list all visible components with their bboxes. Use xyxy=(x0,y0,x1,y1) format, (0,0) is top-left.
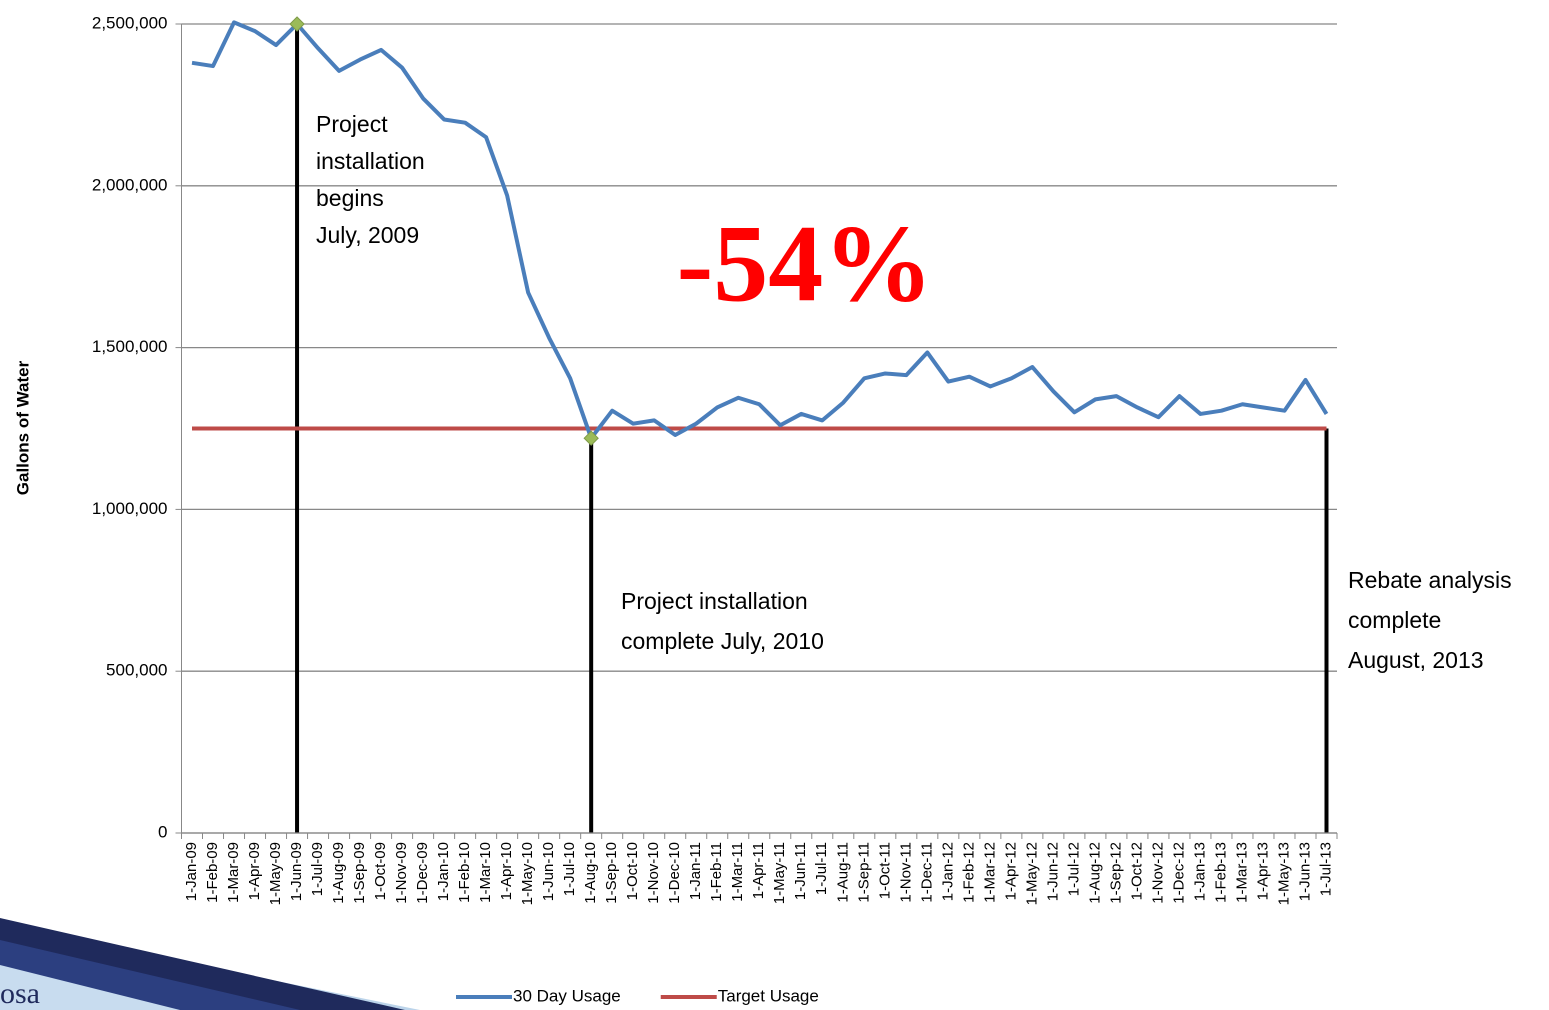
x-tick-label: 1-Jul-11 xyxy=(813,842,830,895)
annotation-text: Project xyxy=(316,111,388,137)
x-tick-label: 1-Apr-13 xyxy=(1254,842,1271,900)
x-tick-label: 1-Oct-12 xyxy=(1128,842,1145,900)
x-tick-label: 1-Dec-12 xyxy=(1170,842,1187,904)
x-tick-label: 1-Jun-13 xyxy=(1296,842,1313,901)
x-tick-label: 1-Jun-11 xyxy=(792,842,809,900)
y-tick-label: 2,000,000 xyxy=(92,175,168,194)
x-tick-label: 1-Mar-12 xyxy=(981,842,998,903)
y-tick-label: 500,000 xyxy=(106,661,167,680)
x-tick-label: 1-Sep-09 xyxy=(351,842,368,904)
x-tick-label: 1-Jul-10 xyxy=(561,842,578,896)
x-tick-label: 1-Aug-12 xyxy=(1086,842,1103,904)
x-tick-label: 1-Jul-12 xyxy=(1065,842,1082,896)
y-tick-label: 2,500,000 xyxy=(92,13,168,32)
x-tick-label: 1-Mar-10 xyxy=(477,842,494,903)
highlight-text: -54% xyxy=(677,202,934,324)
x-tick-label: 1-Jul-13 xyxy=(1317,842,1334,896)
x-tick-label: 1-Dec-11 xyxy=(918,842,935,903)
x-tick-label: 1-Oct-09 xyxy=(372,842,389,900)
annotation-text: August, 2013 xyxy=(1348,647,1484,673)
x-tick-label: 1-Feb-09 xyxy=(204,842,221,903)
x-tick-label: 1-May-13 xyxy=(1275,842,1292,905)
x-tick-label: 1-Jan-13 xyxy=(1191,842,1208,901)
x-tick-label: 1-Mar-09 xyxy=(225,842,242,903)
x-tick-label: 1-May-10 xyxy=(519,842,536,905)
x-tick-label: 1-Dec-10 xyxy=(666,842,683,904)
x-tick-label: 1-Nov-10 xyxy=(645,842,662,904)
x-tick-label: 1-Aug-09 xyxy=(330,842,347,904)
x-tick-label: 1-Jun-09 xyxy=(288,842,305,901)
x-tick-label: 1-Sep-11 xyxy=(855,842,872,903)
x-tick-label: 1-Nov-12 xyxy=(1149,842,1166,904)
annotation-text: complete July, 2010 xyxy=(621,628,824,654)
x-tick-label: 1-Nov-11 xyxy=(897,842,914,903)
y-axis-label: Gallons of Water xyxy=(13,360,32,495)
x-tick-label: 1-Apr-09 xyxy=(246,842,263,900)
x-tick-label: 1-Dec-09 xyxy=(414,842,431,904)
annotation-text: Rebate analysis xyxy=(1348,567,1512,593)
x-tick-label: 1-Oct-11 xyxy=(876,842,893,899)
legend-label: 30 Day Usage xyxy=(513,986,621,1005)
x-tick-label: 1-May-12 xyxy=(1023,842,1040,905)
x-tick-label: 1-Feb-11 xyxy=(708,842,725,902)
x-tick-label: 1-Sep-10 xyxy=(603,842,620,904)
x-tick-label: 1-May-09 xyxy=(267,842,284,905)
x-tick-label: 1-Sep-12 xyxy=(1107,842,1124,904)
x-tick-label: 1-Jan-09 xyxy=(183,842,200,901)
x-tick-label: 1-Aug-11 xyxy=(834,842,851,903)
y-tick-label: 1,500,000 xyxy=(92,337,168,356)
x-tick-label: 1-Feb-10 xyxy=(456,842,473,903)
x-tick-label: 1-Nov-09 xyxy=(393,842,410,904)
x-tick-label: 1-May-11 xyxy=(771,842,788,904)
x-tick-label: 1-Mar-13 xyxy=(1233,842,1250,903)
x-tick-label: 1-Jan-10 xyxy=(435,842,452,901)
x-tick-label: 1-Apr-12 xyxy=(1002,842,1019,900)
x-tick-label: 1-Jan-12 xyxy=(939,842,956,901)
x-tick-label: 1-Feb-13 xyxy=(1212,842,1229,903)
annotation-text: complete xyxy=(1348,607,1441,633)
x-tick-label: 1-Jun-10 xyxy=(540,842,557,901)
x-tick-label: 1-Jan-11 xyxy=(687,842,704,900)
x-tick-label: 1-Aug-10 xyxy=(582,842,599,904)
annotation-text: installation xyxy=(316,148,425,174)
y-tick-label: 0 xyxy=(158,822,167,841)
x-tick-label: 1-Apr-11 xyxy=(750,842,767,899)
annotation-text: July, 2009 xyxy=(316,222,419,248)
chart: osa Gallons of Water 0 500,000 1,000,000 1,… xyxy=(0,0,1549,1010)
y-tick-label: 1,000,000 xyxy=(92,499,168,518)
annotation-text: begins xyxy=(316,185,384,211)
annotation-text: Project installation xyxy=(621,588,808,614)
x-tick-label: 1-Jun-12 xyxy=(1044,842,1061,901)
x-tick-label: 1-Feb-12 xyxy=(960,842,977,903)
x-tick-label: 1-Jul-09 xyxy=(309,842,326,896)
x-tick-label: 1-Oct-10 xyxy=(624,842,641,900)
x-tick-label: 1-Mar-11 xyxy=(729,842,746,902)
legend-label: Target Usage xyxy=(718,986,819,1005)
logo-text: osa xyxy=(0,977,40,1010)
x-tick-label: 1-Apr-10 xyxy=(498,842,515,900)
